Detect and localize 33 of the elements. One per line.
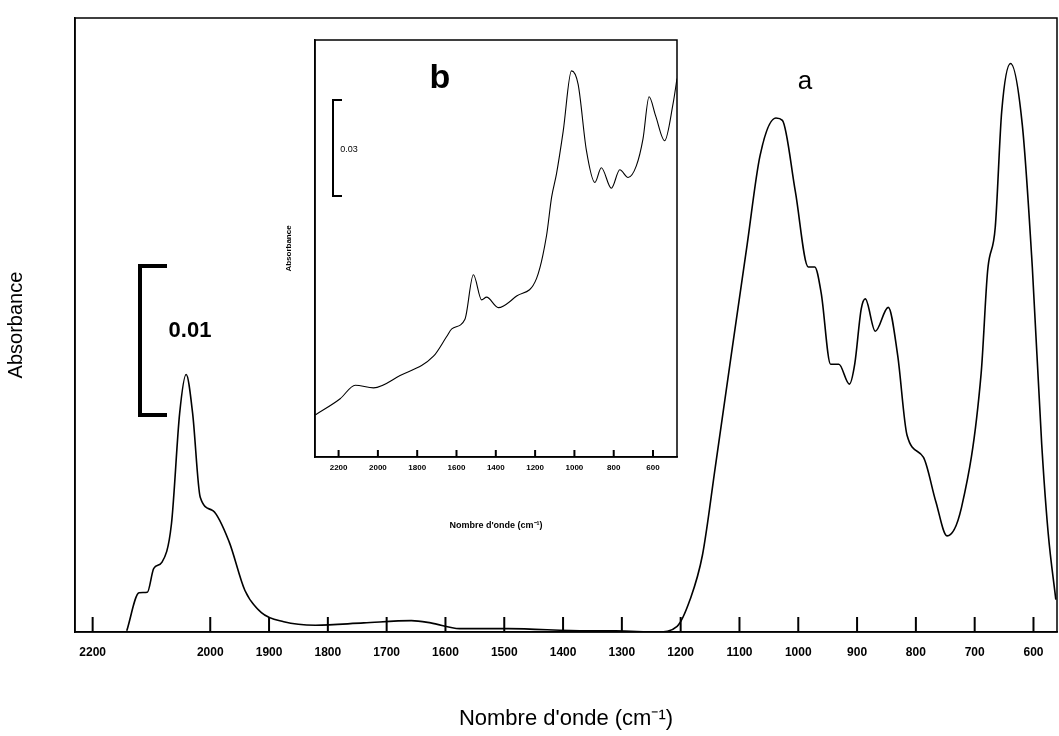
x-tick-label: 1600	[432, 645, 460, 660]
annotation: b	[429, 57, 451, 95]
x-tick-label: 900	[847, 645, 868, 660]
x-tick-label: 1300	[608, 645, 636, 660]
x-tick-label: 1200	[667, 645, 695, 660]
annotation: 0.01	[168, 317, 212, 342]
x-tick-label: 1900	[255, 645, 283, 660]
x-tick-label: 1100	[726, 645, 753, 660]
x-tick-label: 1700	[373, 645, 401, 660]
x-tick-label: 1800	[314, 645, 342, 660]
x-tick-label: 1600	[447, 463, 466, 473]
x-tick-label: 1400	[486, 463, 506, 473]
x-tick-label: 600	[1023, 645, 1044, 660]
x-tick-label: 2200	[329, 463, 349, 473]
x-axis-title: Nombre d'onde (cm⁻¹)	[458, 704, 674, 730]
x-tick-label: 800	[607, 463, 621, 473]
x-tick-label: 800	[905, 645, 927, 660]
annotation: 0.03	[340, 143, 358, 154]
x-tick-label: 1000	[784, 645, 812, 660]
x-tick-label: 1500	[490, 645, 518, 660]
x-axis-title: Nombre d'onde (cm⁻¹)	[449, 520, 543, 531]
x-tick-label: 1200	[526, 463, 545, 473]
x-tick-label: 2000	[196, 645, 224, 660]
y-axis-title: Absorbance	[3, 271, 26, 379]
x-tick-label: 1400	[549, 645, 577, 660]
x-tick-label: 2200	[79, 645, 107, 660]
y-axis-title: Absorbance	[284, 224, 293, 272]
x-tick-label: 1800	[408, 463, 427, 473]
x-tick-label: 600	[646, 463, 661, 473]
x-tick-label: 2000	[368, 463, 388, 473]
x-tick-label: 700	[964, 645, 986, 660]
annotation: a	[797, 65, 813, 95]
x-tick-label: 1000	[565, 463, 584, 473]
